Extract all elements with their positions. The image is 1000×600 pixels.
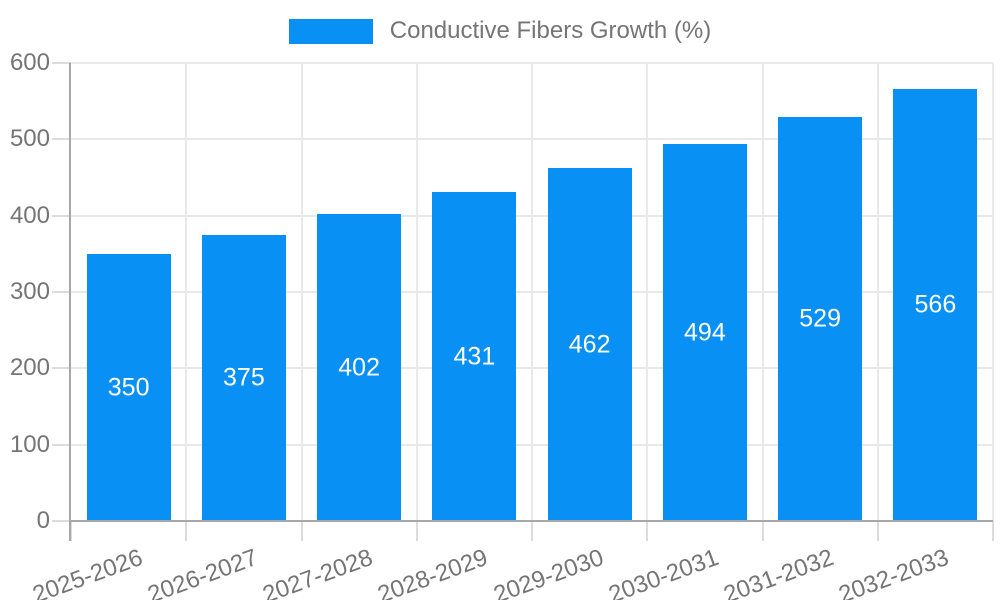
bar-value-label: 462 (568, 330, 611, 358)
y-axis-tick (52, 138, 71, 141)
y-axis-label: 200 (9, 354, 50, 382)
bar-2029-2030[interactable] (547, 168, 632, 521)
x-axis-tick (761, 521, 764, 541)
x-axis-label: 2025-2026 (28, 544, 146, 600)
bar-2030-2031[interactable] (662, 144, 747, 521)
y-axis-label: 600 (9, 49, 50, 76)
legend-swatch[interactable] (288, 18, 373, 44)
bar-2026-2027[interactable] (201, 235, 286, 521)
bar-value-label: 375 (223, 363, 265, 392)
y-axis-tick (52, 367, 71, 370)
x-axis-tick (70, 521, 72, 541)
x-axis-label: 2030-2031 (605, 544, 723, 600)
bar-value-label: 402 (338, 353, 380, 381)
y-axis-label: 300 (9, 278, 50, 305)
legend-label[interactable]: Conductive Fibers Growth (%) (389, 17, 712, 44)
x-axis-label: 2028-2029 (374, 544, 492, 600)
y-axis-line (69, 63, 71, 541)
chart-legend[interactable]: Conductive Fibers Growth (%) (0, 17, 1000, 45)
x-axis-label: 2031-2032 (720, 544, 838, 600)
bar-2025-2026[interactable] (86, 254, 171, 521)
gridline-vertical (415, 63, 418, 521)
x-axis-label: 2027-2028 (259, 544, 377, 600)
x-axis-label: 2026-2027 (144, 544, 262, 600)
y-axis-label: 0 (36, 507, 50, 534)
x-axis-tick (300, 521, 303, 541)
bar-value-label: 350 (107, 373, 150, 401)
bar-value-label: 431 (453, 342, 496, 370)
bar-2032-2033[interactable] (893, 89, 978, 521)
x-axis-tick (531, 521, 533, 541)
y-axis-label: 400 (9, 201, 50, 229)
x-axis-tick (992, 521, 994, 541)
gridline-vertical (876, 63, 879, 521)
x-axis-tick (876, 521, 879, 541)
gridline-vertical (185, 63, 188, 521)
y-axis-tick (52, 291, 71, 293)
bar-2031-2032[interactable] (778, 117, 863, 521)
gridline-vertical (646, 63, 649, 521)
y-axis-label: 500 (9, 125, 50, 153)
bar-2027-2028[interactable] (317, 214, 402, 521)
gridline-vertical (531, 63, 533, 521)
bar-2028-2029[interactable] (432, 192, 517, 521)
y-axis-tick (52, 62, 71, 64)
y-axis-tick (52, 443, 71, 446)
gridline-vertical (300, 63, 303, 521)
x-axis-line (69, 520, 993, 522)
gridline-vertical (761, 63, 764, 521)
gridline-vertical (992, 63, 994, 521)
x-axis-tick (185, 521, 188, 541)
x-axis-label: 2029-2030 (489, 544, 607, 600)
x-axis-tick (415, 521, 418, 541)
bar-value-label: 494 (684, 318, 726, 346)
bar-value-label: 566 (914, 290, 957, 319)
x-axis-label: 2032-2033 (835, 544, 953, 600)
y-axis-label: 100 (9, 430, 50, 458)
y-axis-tick (52, 214, 71, 217)
x-axis-tick (646, 521, 649, 541)
y-axis-tick (52, 520, 71, 522)
bar-value-label: 529 (799, 304, 841, 333)
